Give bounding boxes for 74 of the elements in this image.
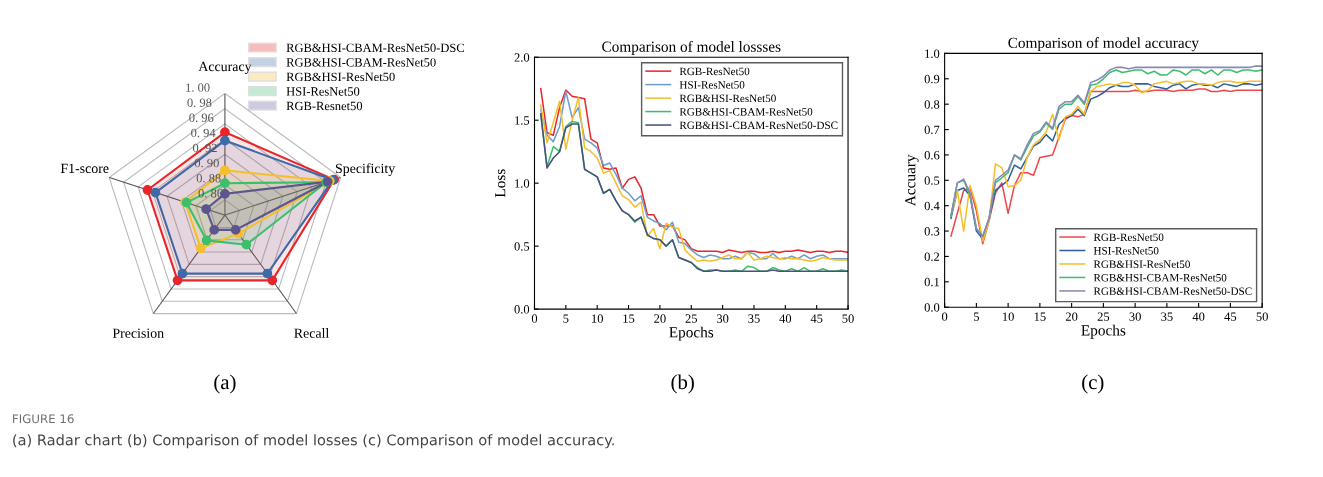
y-tick-label: 0.0 xyxy=(924,303,940,312)
legend-label: HSI-ResNet50 xyxy=(679,81,745,89)
legend-label: RGB&HSI-ResNet50 xyxy=(679,94,776,103)
legend-label: RGB&HSI-CBAM-ResNet50-DSC xyxy=(679,121,838,130)
x-tick-label: 25 xyxy=(1097,312,1110,321)
y-tick-label: 0.6 xyxy=(924,150,940,160)
x-tick-label: 5 xyxy=(563,314,569,323)
legend-label: RGB&HSI-ResNet50 xyxy=(286,72,395,82)
y-tick-label: 1.0 xyxy=(515,179,530,188)
x-tick-label: 10 xyxy=(1002,312,1014,321)
y-axis-title: Loss xyxy=(495,169,506,198)
x-tick-label: 45 xyxy=(810,314,823,323)
y-tick-label: 0. 90 xyxy=(194,158,219,168)
y-tick-label: 0.1 xyxy=(924,277,940,287)
x-tick-label: 30 xyxy=(716,314,729,323)
spoke-label: F1-score xyxy=(60,163,109,174)
x-axis-title: Epochs xyxy=(1081,324,1126,339)
y-tick-label: 2.0 xyxy=(514,53,530,62)
y-tick-label: 1.5 xyxy=(515,116,530,125)
x-tick-label: 50 xyxy=(842,314,854,323)
legend-label: HSI-ResNet50 xyxy=(286,87,360,96)
y-tick-label: 0. 98 xyxy=(187,98,212,107)
y-tick-label: 0.7 xyxy=(924,125,940,135)
x-tick-label: 10 xyxy=(592,314,603,323)
y-tick-label: 0. 96 xyxy=(189,113,214,123)
legend-label: RGB&HSI-CBAM-ResNet50 xyxy=(1093,273,1227,282)
legend-label: RGB-ResNet50 xyxy=(679,67,750,76)
legend-label: RGB-Resnet50 xyxy=(286,101,363,111)
x-axis-title: Epochs xyxy=(669,326,714,341)
text: (c) xyxy=(1082,374,1104,394)
x-tick-label: 0 xyxy=(531,314,538,323)
x-tick-label: 50 xyxy=(1256,312,1268,321)
x-tick-label: 25 xyxy=(685,314,698,323)
legend-label: RGB&HSI-CBAM-ResNet50-DSC xyxy=(286,43,464,53)
spoke-label: Accuracy xyxy=(198,61,252,75)
y-tick-label: 0.5 xyxy=(514,242,530,251)
legend-label: HSI-ResNet50 xyxy=(1093,247,1159,255)
x-tick-label: 45 xyxy=(1224,312,1237,321)
y-tick-label: 0.0 xyxy=(514,305,530,314)
legend-label: RGB-ResNet50 xyxy=(1093,233,1164,242)
caption: FIGURE 16 xyxy=(13,414,74,424)
x-tick-label: 15 xyxy=(1034,312,1046,321)
x-tick-label: 30 xyxy=(1129,312,1141,321)
text: (a) xyxy=(214,374,236,394)
legend-label: RGB&HSI-CBAM-ResNet50 xyxy=(679,108,813,116)
spoke-label: Precision xyxy=(112,328,164,338)
x-tick-label: 40 xyxy=(1192,312,1205,321)
spoke-label: Specificity xyxy=(335,163,396,176)
y-tick-label: 0. 94 xyxy=(191,128,216,138)
y-tick-label: 0.4 xyxy=(924,201,940,211)
y-tick-label: 0.3 xyxy=(924,227,940,236)
x-tick-label: 35 xyxy=(748,314,760,323)
y-tick-label: 0.5 xyxy=(924,176,940,185)
y-tick-label: 1. 00 xyxy=(186,83,210,92)
legend-label: RGB&HSI-CBAM-ResNet50 xyxy=(286,58,436,67)
text: (a) Radar chart (b) Comparison of model losses (c) Comparison of model accuracy. xyxy=(13,434,614,449)
chart-title: Comparison of model accuracy xyxy=(1008,37,1199,52)
legend-label: RGB&HSI-ResNet50 xyxy=(1093,260,1190,268)
x-tick-label: 35 xyxy=(1161,312,1173,321)
y-axis-title: Accuary xyxy=(905,154,919,207)
y-tick-label: 1.0 xyxy=(925,49,940,58)
x-tick-label: 20 xyxy=(654,314,666,323)
y-tick-label: 0.8 xyxy=(924,100,940,109)
y-tick-label: 0.9 xyxy=(924,74,940,84)
x-tick-label: 0 xyxy=(941,312,948,321)
x-tick-label: 40 xyxy=(779,314,792,323)
spoke-label: Recall xyxy=(294,328,330,338)
x-tick-label: 20 xyxy=(1065,312,1078,321)
y-tick-label: 0.2 xyxy=(924,252,940,261)
legend-label: RGB&HSI-CBAM-ResNet50-DSC xyxy=(1093,287,1252,295)
text: (b) xyxy=(671,374,694,394)
x-tick-label: 15 xyxy=(623,314,635,323)
chart-title: Comparison of model lossses xyxy=(602,40,781,55)
x-tick-label: 5 xyxy=(973,312,980,321)
